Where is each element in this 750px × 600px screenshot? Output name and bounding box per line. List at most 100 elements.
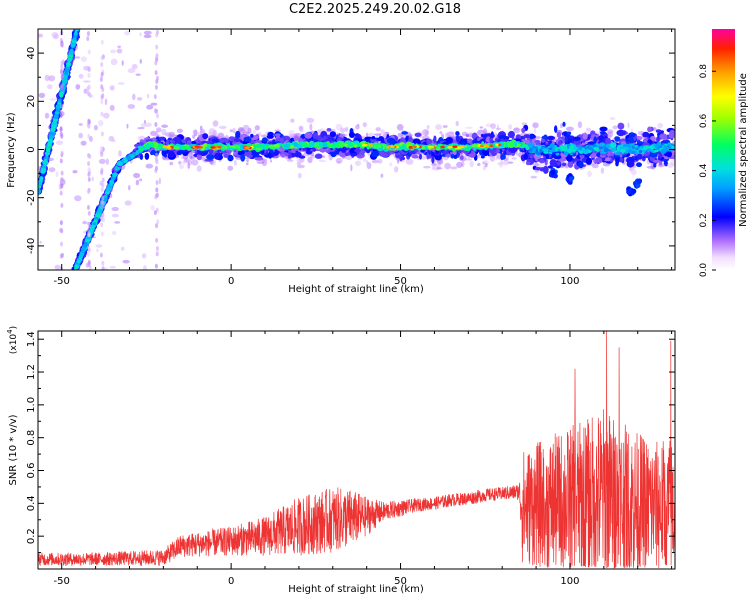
spectrogram-speckle [229, 129, 233, 133]
spectrogram-speckle [39, 240, 42, 244]
spectrogram-speckle [456, 161, 463, 168]
spectrogram-streak [154, 122, 158, 127]
spectrogram-speckle [519, 128, 522, 132]
spectrogram-streak [100, 167, 104, 173]
spectrogram-speckle [121, 60, 124, 66]
spectrogram-speckle [44, 74, 50, 82]
spectrogram-hotspot [194, 145, 200, 148]
spectrogram-speckle [377, 158, 383, 164]
spectrogram-halo [618, 157, 624, 163]
colorbar-ticks: 0.00.20.40.60.8 [699, 64, 716, 277]
colorbar-tick-label: 0.4 [699, 163, 709, 178]
spectrogram-hotspot [368, 144, 374, 147]
spectrogram-speckle [609, 117, 616, 120]
spectrogram-speckle [298, 125, 304, 131]
spectrogram-streak [100, 55, 104, 61]
spectrogram-streak [88, 92, 92, 98]
spectrogram-streak [156, 219, 160, 225]
spectrogram-speckle [484, 162, 488, 168]
spectrogram-halo [476, 137, 480, 142]
spectrogram-halo [500, 153, 506, 160]
spectrogram-speckle [75, 84, 81, 90]
spectrogram-speckle [450, 166, 458, 170]
spectrogram-halo [382, 153, 389, 158]
spectrogram-streak [60, 202, 64, 208]
spectrogram-halo [206, 154, 215, 160]
spectrogram-streak [60, 68, 63, 74]
spectrogram-speckle [176, 128, 183, 133]
spectrogram-speckle [502, 160, 509, 166]
spectrogram-speckle [666, 162, 674, 168]
spectrogram-streak [155, 108, 159, 114]
spectrogram-hotspot [452, 145, 458, 148]
spectrogram-speckle [137, 127, 145, 130]
spectrogram-ridge [543, 151, 549, 154]
spectrogram-halo [425, 138, 433, 145]
spectrogram-hotspot [440, 145, 445, 149]
spectrogram-speckle [127, 104, 136, 109]
spectrogram-halo [243, 136, 252, 142]
spectrogram-ridge [173, 146, 180, 150]
spectrogram-halo [658, 161, 663, 166]
spectrogram-speckle [532, 122, 539, 129]
spectrogram-speckle [495, 158, 498, 161]
spectrogram-streak [88, 223, 92, 229]
spectrogram-ridge [647, 148, 651, 152]
spectrogram-hotspot [484, 144, 488, 147]
spectrogram-hotspot [162, 145, 168, 149]
spectrogram-speckle [109, 265, 116, 269]
spectrogram-speckle [297, 172, 302, 179]
spectrogram-speckle [44, 112, 50, 119]
spectrogram-halo [545, 154, 550, 160]
spectrogram-halo [563, 131, 568, 137]
spectrogram-halo [540, 138, 546, 143]
spectrogram-speckle [350, 164, 353, 172]
spectrogram-ridge [555, 152, 560, 156]
spectrogram-halo [329, 131, 337, 138]
spectrogram-speckle [161, 124, 169, 128]
spectrogram-ylabel: Frequency (Hz) [6, 112, 17, 188]
spectrogram-halo [529, 153, 535, 157]
spectrogram-track-core [107, 184, 113, 190]
spectrogram-track-core [81, 247, 87, 253]
spectrogram-streak [85, 262, 89, 268]
spectrogram-halo [498, 135, 507, 141]
spectrogram-ridge [290, 144, 295, 149]
spectrogram-streak [60, 83, 64, 89]
spectrogram-streak [155, 152, 158, 158]
spectrogram-halo [386, 137, 396, 144]
spectrogram-ridge [616, 145, 621, 151]
spectrogram-track-core [73, 32, 78, 36]
spectrogram-halo [459, 138, 468, 146]
spectrogram-speckle [135, 179, 140, 186]
spectrogram-speckle [307, 156, 313, 164]
spectrogram-speckle [508, 124, 513, 130]
spectrogram-ridge [357, 143, 362, 147]
spectrogram-halo [208, 148, 214, 155]
spectrogram-streak [87, 167, 91, 173]
spectrogram-blob [626, 189, 632, 195]
spectrogram-track-core [47, 138, 53, 144]
spectrogram-track-core [92, 222, 97, 226]
spectrogram-streak [87, 133, 91, 139]
spectrogram-halo [582, 132, 588, 140]
spectrogram-ridge [503, 142, 509, 148]
spectrogram-track-core [52, 121, 57, 127]
spectrogram-ridge [582, 149, 589, 154]
spectrogram-speckle [135, 73, 141, 76]
spectrogram-streak [101, 195, 105, 201]
spectrogram-blob [568, 176, 574, 182]
spectrogram-streak [101, 212, 105, 218]
spectrogram-halo [455, 131, 460, 136]
spectrogram-ridge [471, 144, 478, 148]
spectrogram-hotspot [389, 145, 395, 149]
spectrogram-speckle [585, 127, 592, 132]
spectrogram-streak [59, 158, 63, 164]
spectrogram-speckle [290, 118, 295, 123]
spectrogram-halo [274, 149, 279, 156]
spectrogram-halo [566, 154, 573, 162]
spectrogram-speckle [394, 166, 399, 173]
spectrogram-speckle [144, 122, 152, 128]
spectrogram-ridge [660, 148, 667, 154]
